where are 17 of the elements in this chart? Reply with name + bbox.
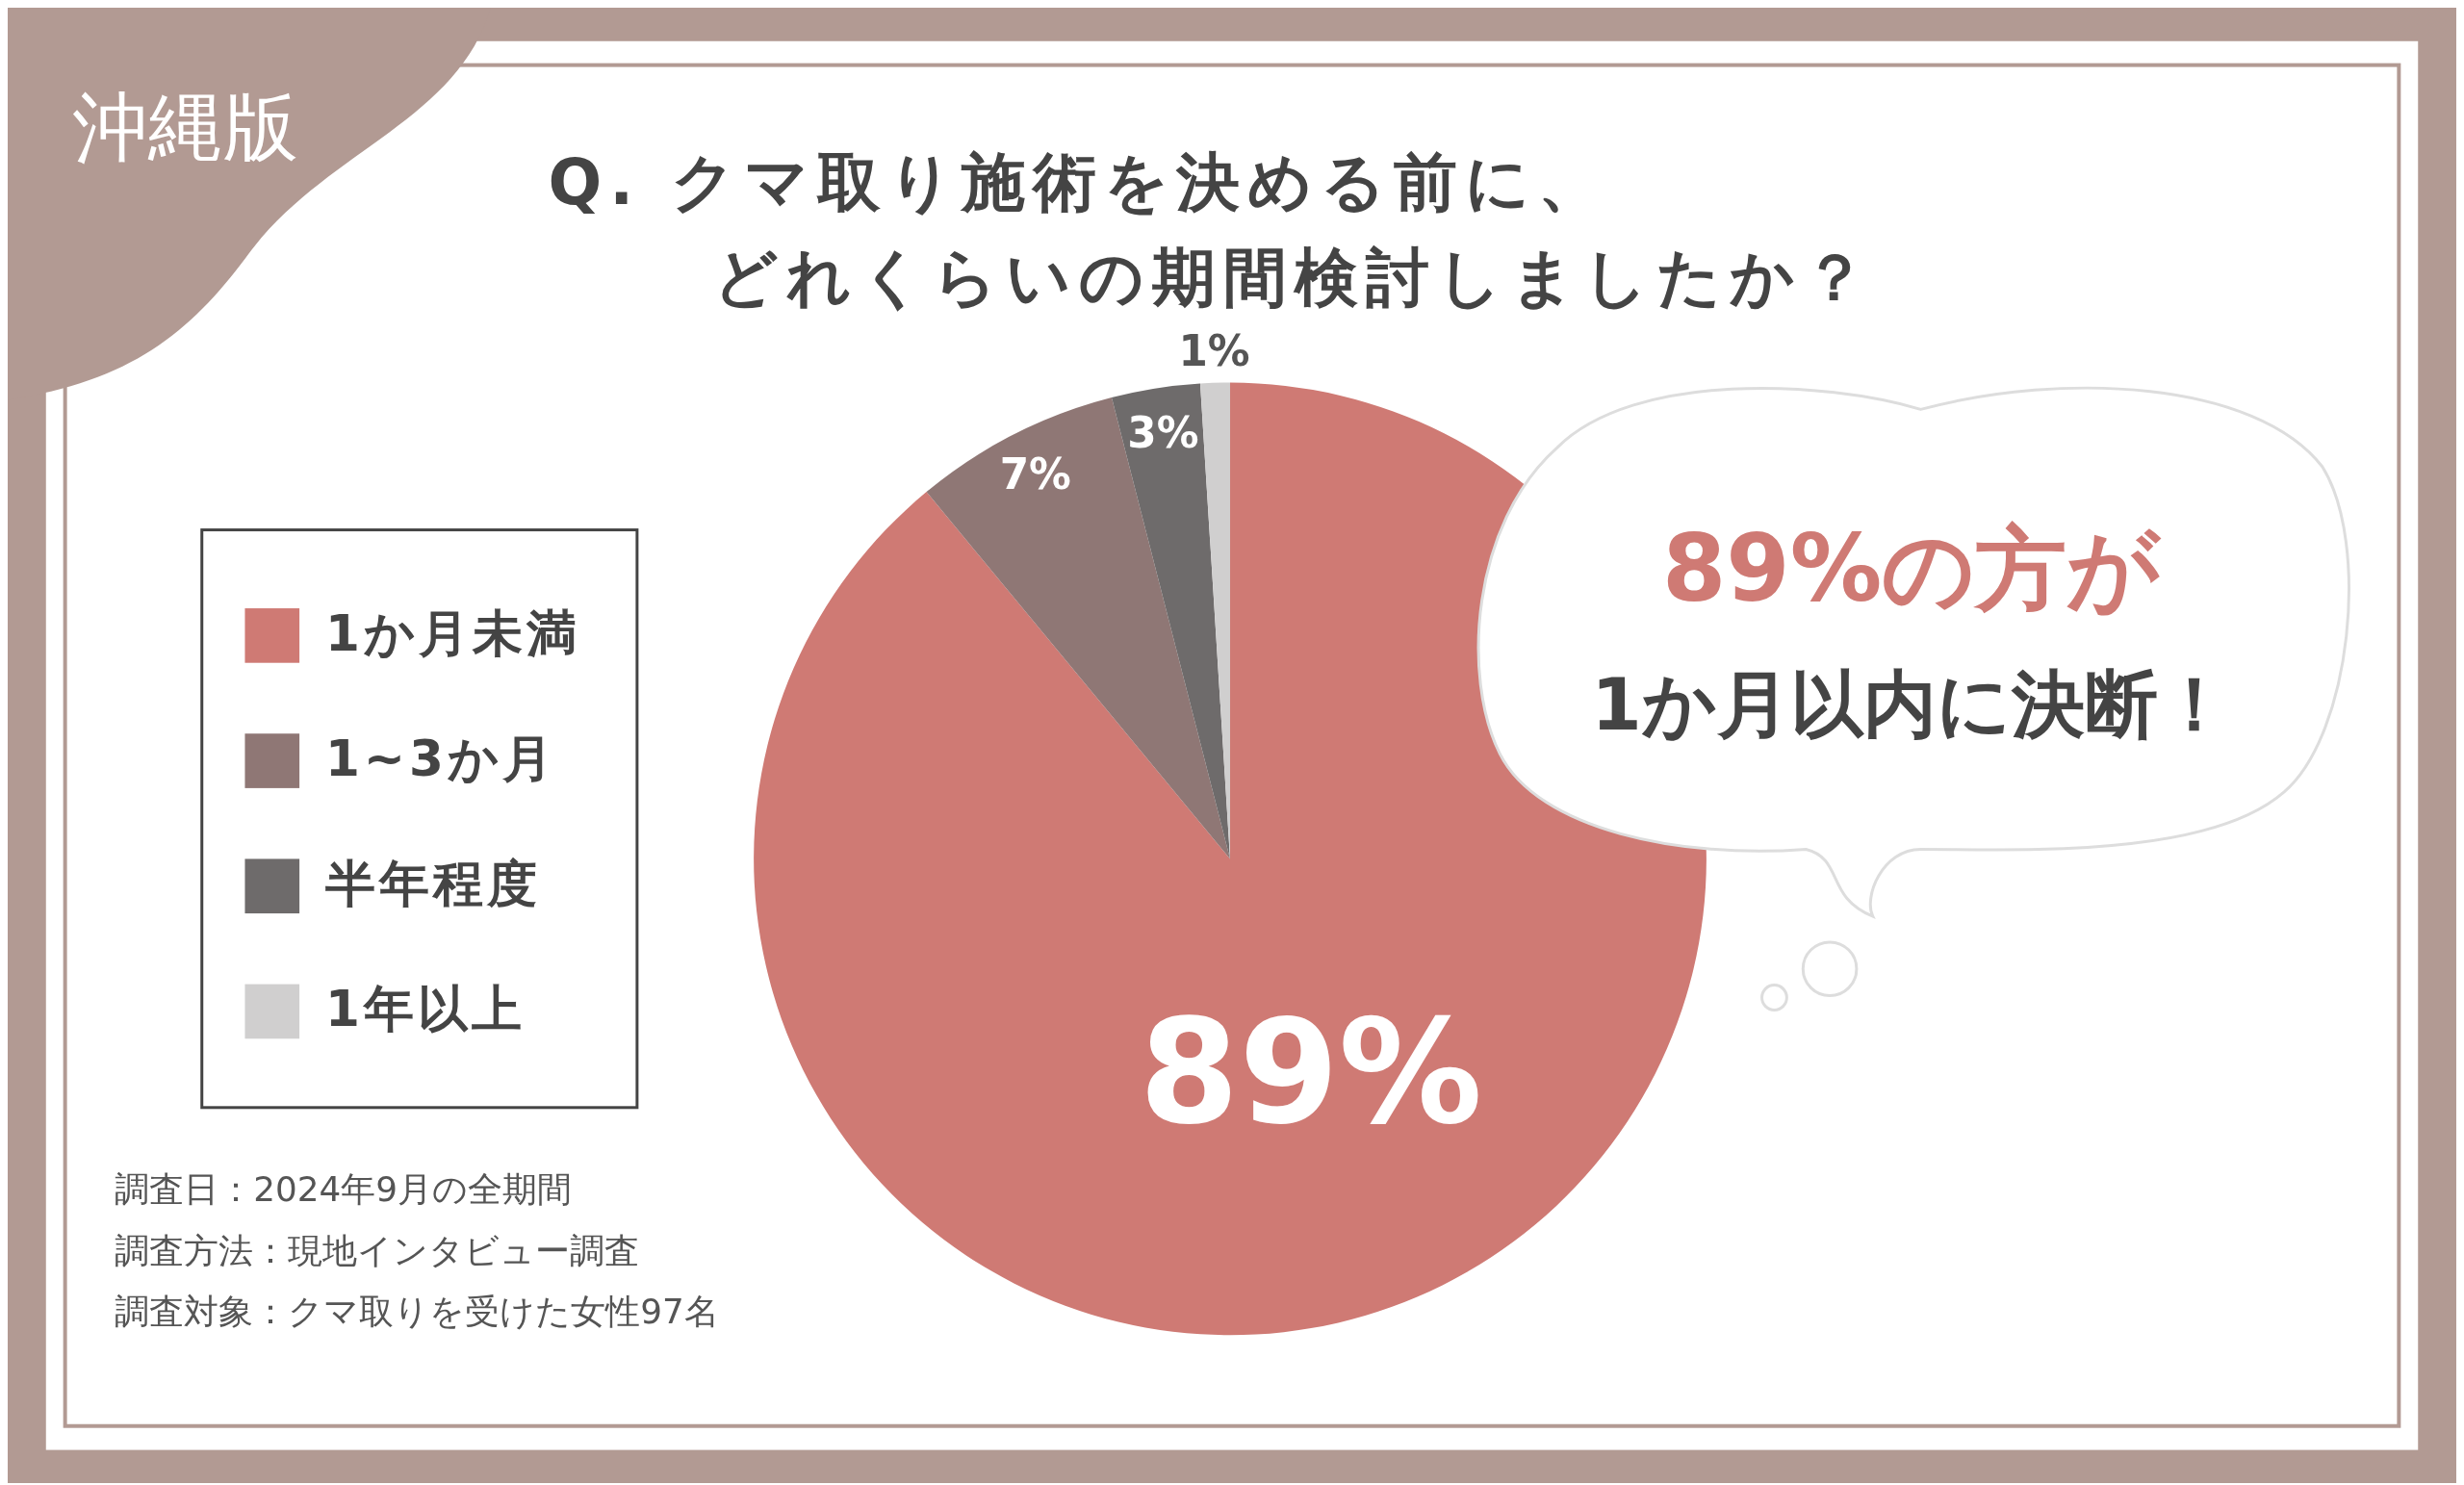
chart-title: Q. クマ取り施術を決める前に、どれくらいの期間検討しましたか？ xyxy=(548,144,1874,315)
data-label: 7% xyxy=(999,448,1071,499)
data-label: 3% xyxy=(1127,407,1199,457)
legend-label: 1~3か月 xyxy=(324,729,556,787)
data-label: 1% xyxy=(1178,325,1250,375)
text: 1か月以内に決断！ xyxy=(1591,662,2231,748)
pie-slice xyxy=(926,397,1231,859)
text: 調査日：2024年9月の全期間 xyxy=(115,1169,573,1210)
text: 調査方法：現地インタビュー調査 xyxy=(115,1230,640,1270)
legend-label: 1か月未満 xyxy=(324,603,580,662)
chart-subtitle: 沖縄版 xyxy=(72,84,298,171)
data-label: 89% xyxy=(1139,989,1483,1157)
text: 89%の方が xyxy=(1661,515,2163,623)
legend-label: 半年程度 xyxy=(324,855,541,913)
pie-slice xyxy=(1111,383,1231,859)
text: 調査対象：クマ取りを受けた女性97名 xyxy=(115,1292,719,1332)
legend-label: 1年以上 xyxy=(324,980,526,1038)
